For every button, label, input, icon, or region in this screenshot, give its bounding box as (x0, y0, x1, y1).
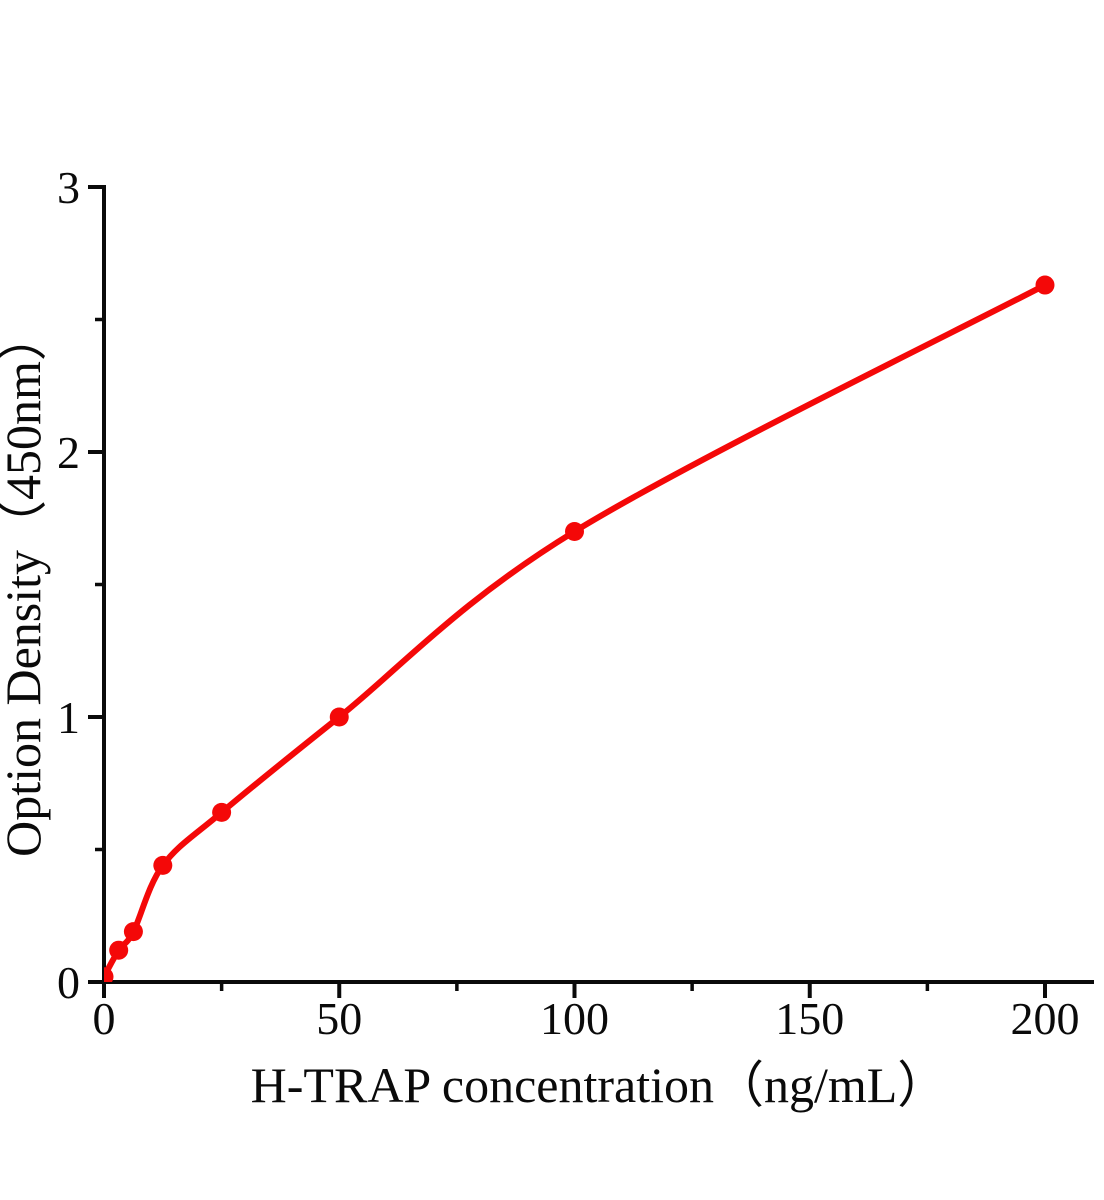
axes-layer: 0 50 100 150 200 0 1 2 3 (57, 162, 1094, 1044)
data-point-x100 (565, 522, 584, 541)
x-tick-label-100: 100 (540, 993, 609, 1044)
data-point-x6.25 (123, 922, 143, 942)
x-axis-title: H-TRAP concentration（ng/mL） (251, 1057, 948, 1113)
data-point-x3.125 (109, 940, 129, 960)
x-tick-label-150: 150 (775, 993, 844, 1044)
y-tick-label-1: 1 (57, 692, 80, 743)
y-tick-label-0: 0 (57, 957, 80, 1008)
data-point-x0 (104, 967, 114, 982)
x-tick-label-200: 200 (1011, 993, 1080, 1044)
data-point-x200 (1035, 275, 1055, 295)
data-point-x12.5 (153, 855, 173, 875)
y-tick-label-3: 3 (57, 162, 80, 213)
y-axis-title: Option Density（450nm） (0, 311, 51, 857)
y-tick-label-2: 2 (57, 427, 80, 478)
x-tick-label-50: 50 (316, 993, 362, 1044)
series-layer (104, 275, 1055, 982)
x-tick-label-0: 0 (93, 993, 116, 1044)
fit-curve-series-0 (104, 282, 1048, 980)
data-point-x50 (329, 707, 349, 727)
data-point-x25 (212, 802, 232, 822)
